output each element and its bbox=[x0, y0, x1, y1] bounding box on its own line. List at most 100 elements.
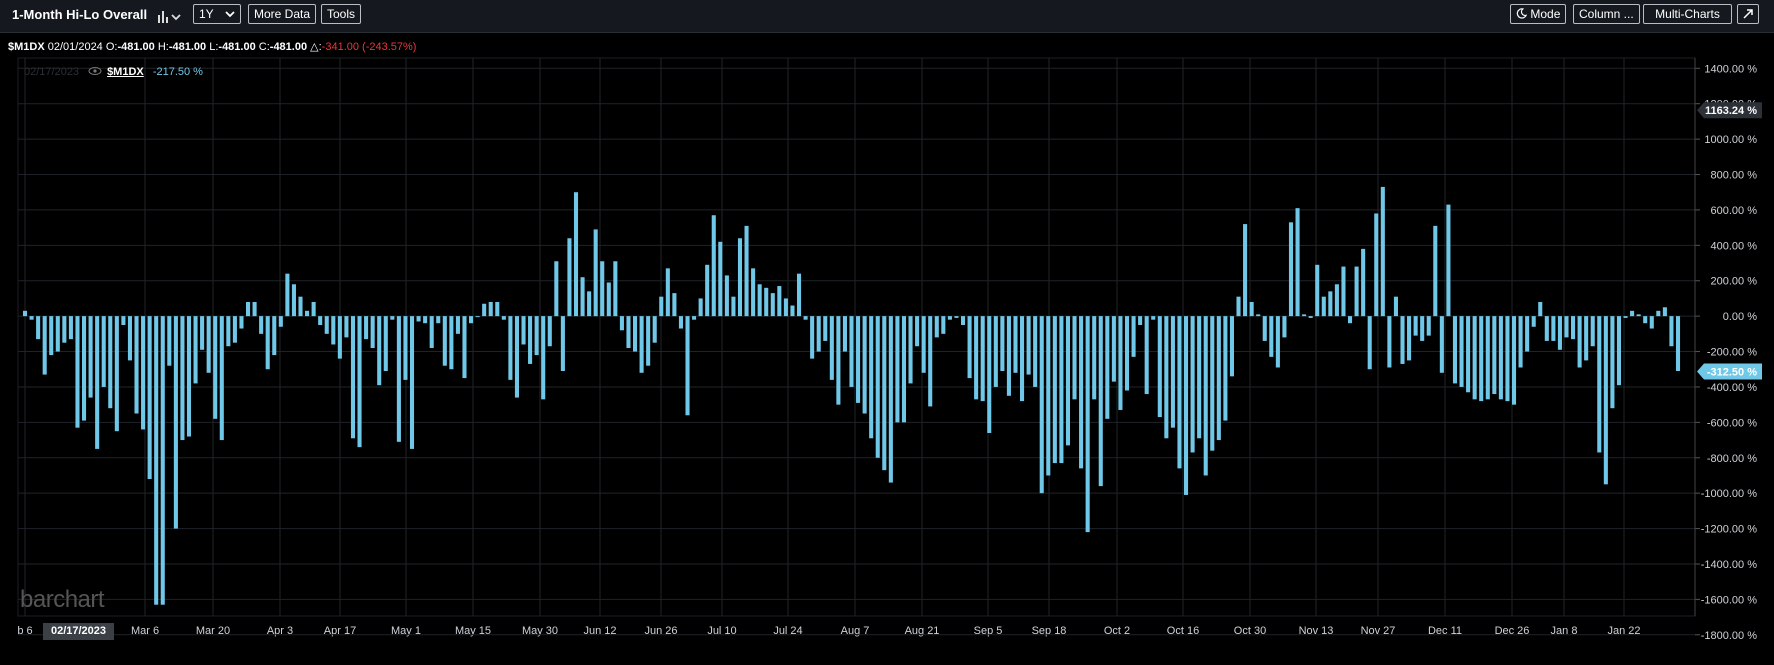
chart-type-icon[interactable] bbox=[157, 9, 183, 25]
info-h-label: H: bbox=[154, 41, 169, 53]
legend: $M1DX -217.50 % bbox=[88, 66, 203, 78]
legend-value: -217.50 % bbox=[152, 66, 203, 78]
chart-bar bbox=[587, 291, 592, 317]
chart-title: 1-Month Hi-Lo Overall bbox=[12, 7, 148, 22]
x-tick-label: May 15 bbox=[455, 625, 491, 637]
chart-bar bbox=[1275, 316, 1280, 368]
chart-bar bbox=[1590, 316, 1595, 347]
y-tick-label: -1000.00 % bbox=[1701, 488, 1757, 500]
info-date: 02/01/2024 bbox=[47, 41, 103, 53]
chart-bar bbox=[22, 310, 28, 317]
y-tick-label: -400.00 % bbox=[1707, 382, 1757, 394]
y-tick-label: 0.00 % bbox=[1723, 311, 1757, 323]
chart-bar bbox=[62, 316, 67, 343]
x-tick-label: Oct 30 bbox=[1234, 625, 1266, 637]
chart-bar bbox=[1616, 316, 1621, 386]
legend-symbol[interactable]: $M1DX bbox=[107, 66, 144, 78]
chart-bar bbox=[934, 316, 939, 338]
x-tick-label: b 6 bbox=[17, 625, 32, 637]
chart-bar bbox=[160, 316, 165, 605]
chart-bar bbox=[724, 275, 729, 317]
chart-bar bbox=[318, 316, 323, 325]
chart-bar bbox=[285, 273, 290, 317]
chart-bar bbox=[960, 316, 966, 325]
ohlc-info: $M1DX 02/01/2024 O:-481.00 H:-481.00 L:-… bbox=[8, 40, 416, 53]
chart-bar bbox=[127, 316, 132, 361]
mode-button[interactable]: Mode bbox=[1510, 4, 1567, 24]
chart-bar bbox=[1492, 316, 1497, 395]
chart-bar bbox=[665, 268, 670, 317]
info-high: -481.00 bbox=[168, 41, 207, 53]
chart-bar bbox=[554, 261, 559, 317]
chart-bar bbox=[311, 301, 316, 317]
chart-bar bbox=[436, 316, 441, 324]
chart-bar bbox=[42, 316, 47, 375]
period-select[interactable]: 1Y bbox=[193, 4, 241, 24]
chart-bar bbox=[475, 316, 480, 318]
chart-bar bbox=[888, 316, 893, 483]
y-tick-label: -600.00 % bbox=[1707, 417, 1757, 429]
chart-bar bbox=[1138, 316, 1143, 325]
chart-bar bbox=[1210, 316, 1215, 451]
chart-bar bbox=[1439, 316, 1444, 373]
x-tick-label: Nov 27 bbox=[1361, 625, 1396, 637]
chart-bar bbox=[245, 301, 251, 317]
chart-bar bbox=[528, 316, 533, 364]
chart-bar bbox=[1525, 316, 1530, 352]
chart-bar bbox=[1367, 316, 1372, 370]
multi-charts-button[interactable]: Multi-Charts bbox=[1643, 4, 1732, 24]
period-select-value: 1Y bbox=[199, 7, 214, 21]
chart-bar bbox=[659, 296, 664, 317]
chart-bar bbox=[534, 316, 539, 356]
chart-bar bbox=[1190, 316, 1195, 453]
chart-bar bbox=[1656, 310, 1661, 317]
chart-bar bbox=[1000, 316, 1005, 372]
chart-bar bbox=[82, 316, 87, 421]
chart-bar bbox=[377, 316, 382, 386]
chart-bar bbox=[1243, 224, 1248, 317]
chart-bar bbox=[764, 287, 769, 317]
chart-bar bbox=[1124, 316, 1130, 391]
y-tick-label: -200.00 % bbox=[1707, 347, 1757, 359]
chart-bar bbox=[1643, 316, 1648, 324]
x-tick-label: Sep 18 bbox=[1032, 625, 1067, 637]
column-button[interactable]: Column ... bbox=[1573, 4, 1640, 24]
chart-bar bbox=[895, 316, 900, 423]
chevron-down-icon bbox=[225, 11, 235, 18]
chart-bar bbox=[737, 238, 743, 317]
chart-bar bbox=[1308, 316, 1313, 318]
x-tick-label: Oct 2 bbox=[1104, 625, 1130, 637]
chart-bar bbox=[1177, 316, 1182, 469]
chart-bar bbox=[416, 316, 421, 322]
chart-bar bbox=[705, 264, 710, 317]
chart-bar bbox=[1505, 316, 1510, 402]
last-value-callout-text: -312.50 % bbox=[1707, 366, 1757, 378]
info-change: -341.00 (-243.57%) bbox=[321, 41, 417, 53]
chart-bar bbox=[1630, 310, 1635, 317]
info-change-label: △: bbox=[307, 41, 322, 53]
chart-bar bbox=[1262, 316, 1267, 341]
chart-bar bbox=[619, 316, 624, 331]
chart-bar bbox=[1249, 301, 1254, 317]
chart-bar bbox=[987, 316, 992, 433]
chart-bar bbox=[1039, 316, 1044, 494]
chart-bar bbox=[1374, 213, 1379, 317]
tools-button[interactable]: Tools bbox=[321, 4, 362, 24]
y-tick-label: -1800.00 % bbox=[1701, 630, 1757, 642]
chart-bar bbox=[364, 316, 369, 340]
chart-bar bbox=[1197, 316, 1202, 439]
chart-bar bbox=[1302, 314, 1307, 317]
info-o-label: O: bbox=[102, 41, 118, 53]
chart-bar bbox=[396, 316, 401, 442]
eye-icon[interactable] bbox=[88, 66, 102, 76]
chart-bar bbox=[1361, 248, 1366, 317]
last-value-callout-shape bbox=[1697, 363, 1762, 380]
chart-bar bbox=[980, 316, 985, 402]
expand-button[interactable] bbox=[1737, 4, 1759, 24]
y-tick-label: 800.00 % bbox=[1711, 170, 1758, 182]
chart-bar bbox=[1433, 225, 1438, 317]
more-data-button[interactable]: More Data bbox=[248, 4, 317, 24]
chart-bar bbox=[1092, 316, 1097, 400]
chart-bar bbox=[1282, 316, 1287, 338]
